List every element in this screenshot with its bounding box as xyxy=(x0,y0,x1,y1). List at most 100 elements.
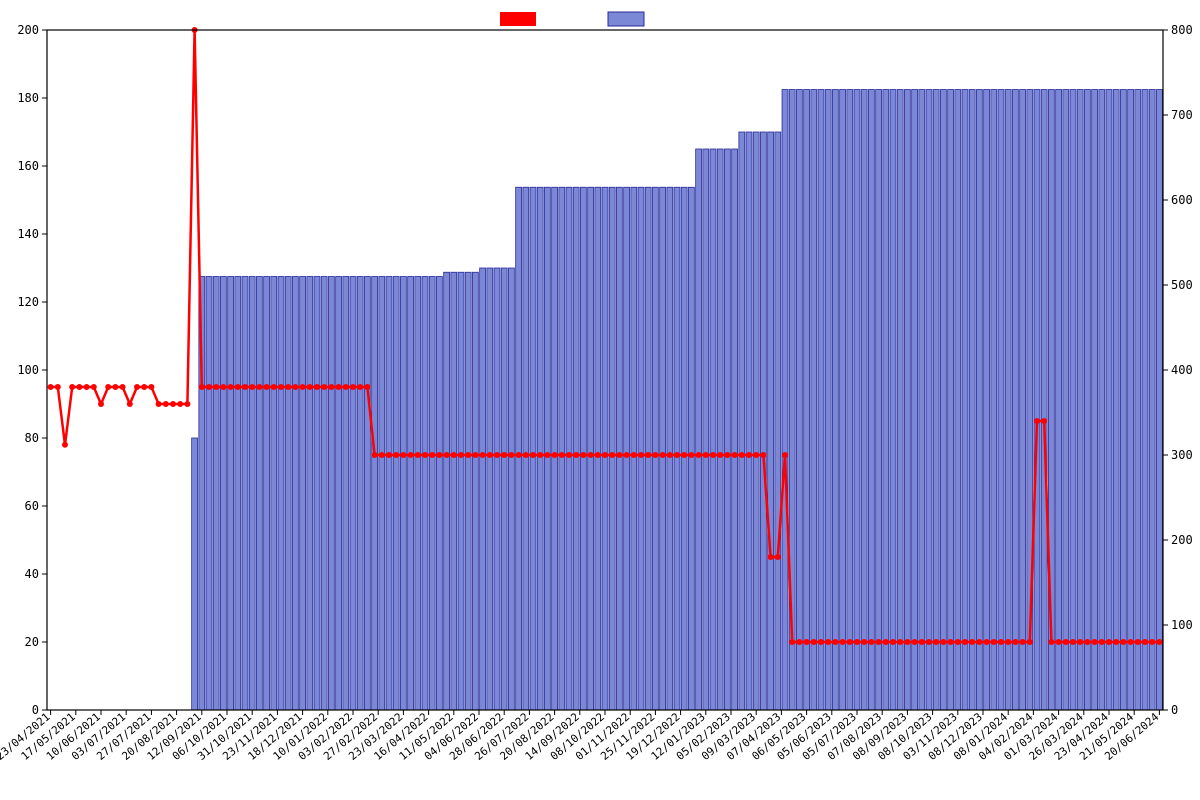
bar xyxy=(1063,90,1069,711)
line-marker xyxy=(775,554,781,560)
line-marker xyxy=(868,639,874,645)
bar xyxy=(408,277,414,711)
line-marker xyxy=(220,384,226,390)
bar xyxy=(487,268,493,710)
line-marker xyxy=(235,384,241,390)
line-marker xyxy=(1149,639,1155,645)
line-marker xyxy=(609,452,615,458)
bar xyxy=(940,90,946,711)
line-marker xyxy=(364,384,370,390)
bar xyxy=(854,90,860,711)
bar xyxy=(962,90,968,711)
bar xyxy=(818,90,824,711)
y-left-tick-label: 20 xyxy=(25,635,39,649)
bar xyxy=(1084,90,1090,711)
bar xyxy=(357,277,363,711)
bar xyxy=(890,90,896,711)
line-marker xyxy=(343,384,349,390)
bar xyxy=(192,438,198,710)
bar xyxy=(926,90,932,711)
y-left-tick-label: 200 xyxy=(17,23,39,37)
bar xyxy=(796,90,802,711)
bar xyxy=(840,90,846,711)
y-left-tick-label: 100 xyxy=(17,363,39,377)
line-marker xyxy=(249,384,255,390)
line-marker xyxy=(832,639,838,645)
bar xyxy=(372,277,378,711)
line-marker xyxy=(732,452,738,458)
line-marker xyxy=(451,452,457,458)
bar xyxy=(868,90,874,711)
bar xyxy=(660,187,666,710)
bar xyxy=(1056,90,1062,711)
line-marker xyxy=(141,384,147,390)
bar xyxy=(213,277,219,711)
line-marker xyxy=(393,452,399,458)
legend-line-swatch xyxy=(500,12,536,26)
bar xyxy=(674,187,680,710)
line-marker xyxy=(127,401,133,407)
y-right-tick-label: 100 xyxy=(1171,618,1193,632)
y-left-tick-label: 180 xyxy=(17,91,39,105)
bar xyxy=(1120,90,1126,711)
line-marker xyxy=(379,452,385,458)
bar xyxy=(955,90,961,711)
line-marker xyxy=(523,452,529,458)
line-marker xyxy=(415,452,421,458)
line-marker xyxy=(1113,639,1119,645)
line-marker xyxy=(760,452,766,458)
line-marker xyxy=(1020,639,1026,645)
y-axis-right: 0100200300400500600700800 xyxy=(1163,23,1193,717)
bar xyxy=(732,149,738,710)
line-marker xyxy=(955,639,961,645)
bar xyxy=(573,187,579,710)
bar xyxy=(552,187,558,710)
bar xyxy=(804,90,810,711)
line-marker xyxy=(1048,639,1054,645)
bar xyxy=(602,187,608,710)
line-marker xyxy=(55,384,61,390)
bar xyxy=(624,187,630,710)
line-marker xyxy=(372,452,378,458)
line-marker xyxy=(645,452,651,458)
bar xyxy=(436,277,442,711)
bar xyxy=(1034,90,1040,711)
bar xyxy=(580,187,586,710)
line-marker xyxy=(91,384,97,390)
bar xyxy=(876,90,882,711)
bar xyxy=(667,187,673,710)
line-marker xyxy=(1005,639,1011,645)
line-marker xyxy=(919,639,925,645)
y-right-tick-label: 300 xyxy=(1171,448,1193,462)
y-left-tick-label: 80 xyxy=(25,431,39,445)
line-marker xyxy=(804,639,810,645)
line-marker xyxy=(1092,639,1098,645)
bar xyxy=(811,90,817,711)
line-marker xyxy=(559,452,565,458)
line-marker xyxy=(652,452,658,458)
bar xyxy=(1142,90,1148,711)
bar xyxy=(746,132,752,710)
bar xyxy=(206,277,212,711)
line-marker xyxy=(976,639,982,645)
line-marker xyxy=(422,452,428,458)
bar xyxy=(386,277,392,711)
line-marker xyxy=(213,384,219,390)
line-marker xyxy=(933,639,939,645)
line-marker xyxy=(98,401,104,407)
line-marker xyxy=(487,452,493,458)
bar xyxy=(508,268,514,710)
line-marker xyxy=(789,639,795,645)
line-marker xyxy=(940,639,946,645)
line-marker xyxy=(674,452,680,458)
line-marker xyxy=(184,401,190,407)
line-marker xyxy=(1156,639,1162,645)
bar xyxy=(285,277,291,711)
line-marker xyxy=(264,384,270,390)
line-marker xyxy=(429,452,435,458)
bar xyxy=(566,187,572,710)
y-right-tick-label: 500 xyxy=(1171,278,1193,292)
line-marker xyxy=(163,401,169,407)
bar xyxy=(1099,90,1105,711)
bar xyxy=(422,277,428,711)
